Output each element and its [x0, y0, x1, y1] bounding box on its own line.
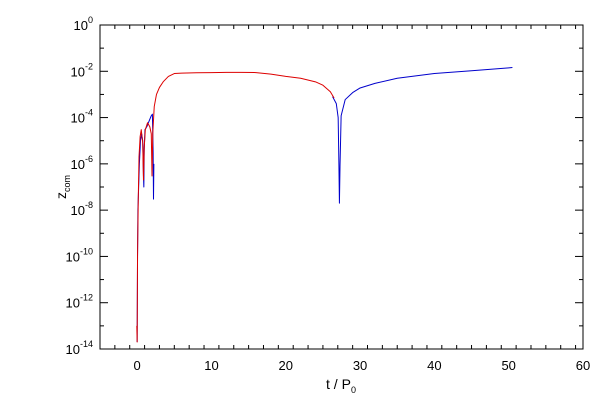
- y-axis-label: zcom: [53, 175, 72, 199]
- x-tick-label: 60: [576, 358, 590, 373]
- y-axis-label-main: z: [53, 192, 69, 199]
- y-tick-base: 10: [71, 111, 85, 126]
- y-tick-exponent: -2: [85, 61, 93, 71]
- x-tick-label: 30: [353, 358, 367, 373]
- y-tick-base: 10: [71, 157, 85, 172]
- series-layer: [136, 67, 513, 343]
- y-tick-base: 10: [74, 18, 88, 33]
- y-tick-exponent: -14: [80, 339, 93, 349]
- x-axis-label-sub: 0: [351, 385, 356, 395]
- y-axis-label-sub: com: [62, 175, 72, 192]
- y-tick-label: 10-8: [71, 200, 93, 218]
- y-tick-label: 10-4: [71, 108, 93, 126]
- y-tick-exponent: 0: [88, 15, 93, 25]
- x-tick-label: 40: [427, 358, 441, 373]
- y-tick-label: 10-12: [66, 293, 93, 311]
- y-tick-exponent: -8: [85, 200, 93, 210]
- y-tick-label: 10-10: [66, 246, 93, 264]
- y-tick-base: 10: [71, 203, 85, 218]
- plot-area-border: [99, 24, 584, 350]
- y-tick-label: 10-2: [71, 61, 93, 79]
- y-tick-label: 10-6: [71, 154, 93, 172]
- x-axis-label-main: t / P: [326, 376, 351, 392]
- x-tick-label: 50: [501, 358, 515, 373]
- y-tick-base: 10: [66, 249, 80, 264]
- x-tick-labels: 0 10 20 30 40 50 60: [134, 358, 591, 373]
- y-tick-exponent: -12: [80, 293, 93, 303]
- y-tick-exponent: -4: [85, 108, 93, 118]
- y-minor-ticks: [100, 47, 583, 327]
- y-tick-base: 10: [66, 296, 80, 311]
- x-tick-label: 10: [204, 358, 218, 373]
- major-ticks: [99, 24, 583, 350]
- x-tick-label: 20: [279, 358, 293, 373]
- y-tick-exponent: -10: [80, 246, 93, 256]
- x-axis-label: t / P0: [326, 376, 356, 395]
- series-0-line-1: [332, 67, 513, 204]
- y-tick-base: 10: [66, 342, 80, 357]
- y-tick-label: 100: [74, 15, 93, 33]
- plot-frame: [99, 24, 584, 350]
- y-tick-exponent: -6: [85, 154, 93, 164]
- series-1-line-0: [136, 71, 335, 343]
- x-tick-label: 0: [134, 358, 141, 373]
- y-tick-label: 10-14: [66, 339, 93, 357]
- y-tick-base: 10: [71, 64, 85, 79]
